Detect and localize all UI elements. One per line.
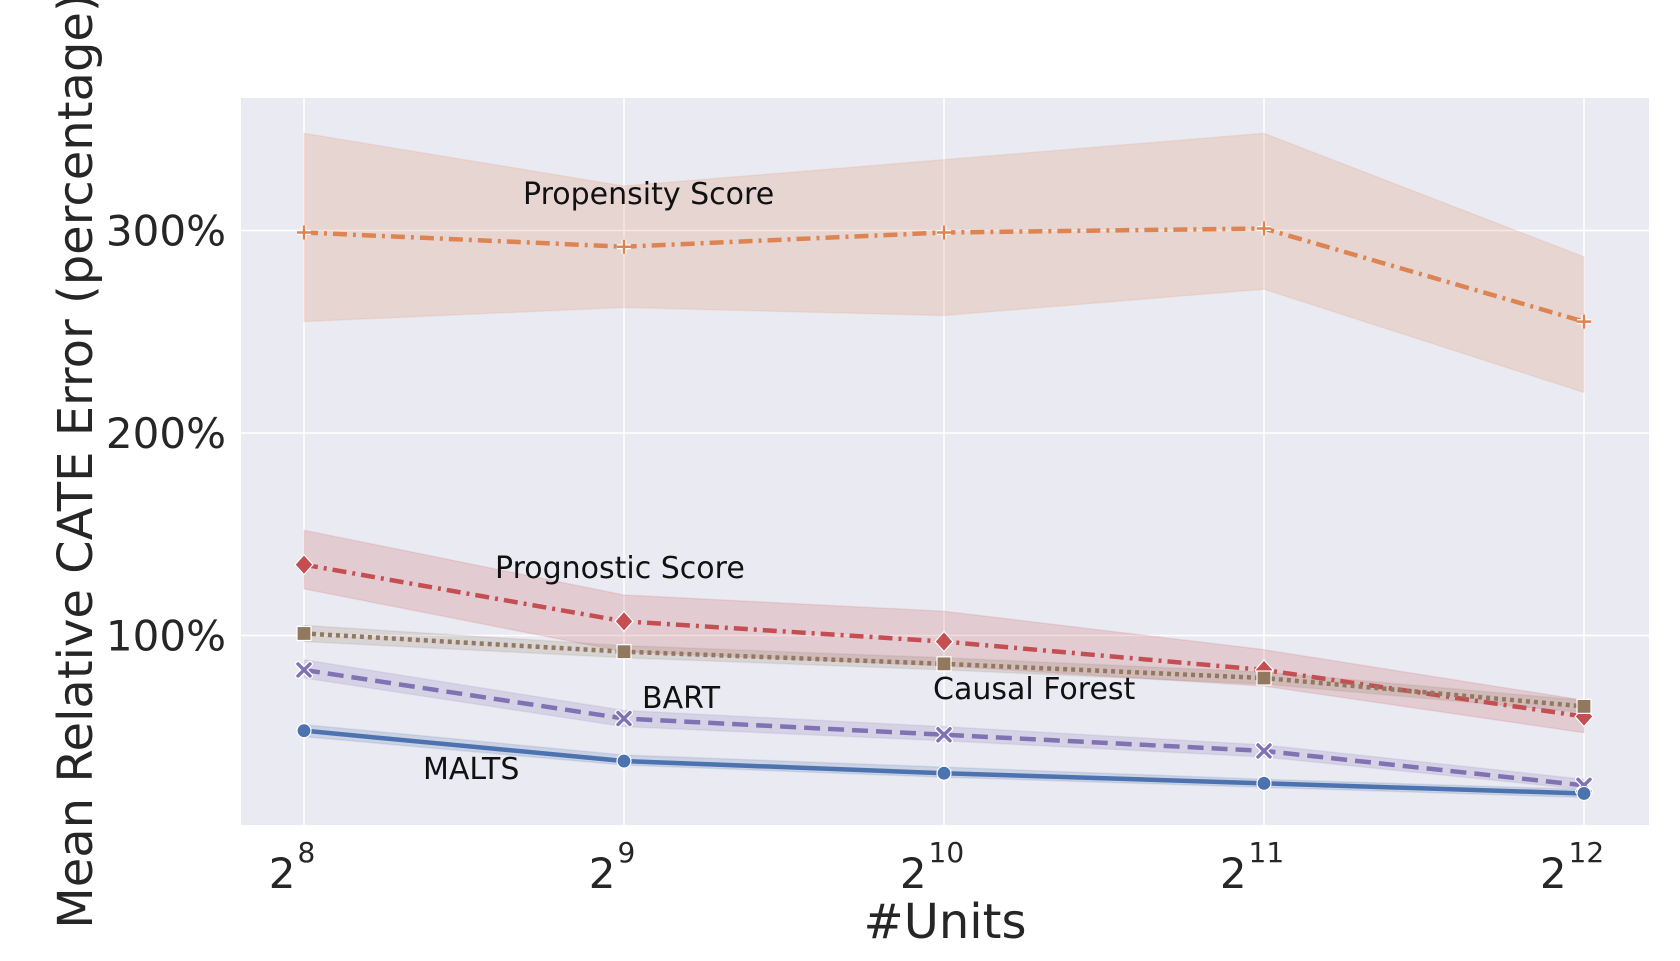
x-tick-base: 2 [1220,849,1247,898]
x-tick-exponent: 8 [297,836,315,869]
data-point-marker [1577,314,1591,329]
marker-stroke [616,710,632,727]
data-point-marker [294,553,314,576]
plot-area [241,98,1649,825]
x-tick-base: 2 [1540,849,1567,898]
x-axis-title: #Units [864,894,1027,950]
y-tick-label: 300% [106,207,226,256]
data-point-marker [295,660,313,679]
x-tick-exponent: 11 [1249,836,1285,869]
line-bart [303,667,1585,788]
marker-stroke [297,225,311,240]
y-tick-labels: 100% 200% 300% [106,207,226,661]
x-tick-label: 211 [1220,836,1284,898]
x-tick-base: 2 [589,849,616,898]
x-tick-label: 212 [1540,836,1604,898]
marker-stroke [936,726,952,743]
data-point-marker [617,239,631,254]
band-propensity-score [303,132,1585,394]
x-tick-label: 210 [900,836,964,898]
data-point-marker [296,625,312,642]
data-point-marker [1576,785,1592,802]
data-point-marker [935,725,953,744]
data-point-marker [934,630,954,653]
x-tick-exponent: 9 [617,836,635,869]
marker-stroke [617,239,631,254]
marker-stroke [296,662,312,678]
marker-stroke [1577,314,1591,329]
y-tick-label: 100% [106,612,226,661]
data-point-marker [297,225,311,240]
data-point-marker [616,753,632,769]
series-label-causal-forest: Causal Forest [933,672,1136,707]
marker-stroke [1256,743,1272,759]
series-label-malts: MALTS [423,752,519,787]
series-labels: Propensity Score Prognostic Score Causal… [423,177,1136,787]
data-point-marker [1576,698,1592,714]
series-markers [294,221,1594,802]
data-point-marker [296,723,312,739]
x-tick-label: 28 [269,836,316,898]
data-point-marker [1256,670,1272,686]
data-point-marker [1255,741,1273,760]
data-point-marker [615,709,633,728]
x-tick-exponent: 10 [929,836,965,869]
data-point-marker [1257,221,1271,236]
data-point-marker [936,765,952,781]
x-tick-base: 2 [269,849,296,898]
data-point-marker [1256,775,1272,791]
data-point-marker [616,644,632,660]
y-tick-label: 200% [106,409,226,458]
marker-stroke [1257,221,1271,236]
marker-stroke [937,225,951,240]
x-tick-base: 2 [900,849,927,898]
data-point-marker [937,225,951,240]
x-tick-exponent: 12 [1569,836,1605,869]
data-point-marker [936,656,952,672]
data-point-marker [614,610,634,633]
x-tick-labels: 28 29 210 211 212 [269,836,1604,898]
series-label-propensity-score: Propensity Score [523,177,774,212]
series-label-bart: BART [642,681,721,716]
x-tick-label: 29 [589,836,636,898]
series-label-prognostic-score: Prognostic Score [495,551,745,586]
y-axis-title: Mean Relative CATE Error (percentage) [48,0,104,929]
